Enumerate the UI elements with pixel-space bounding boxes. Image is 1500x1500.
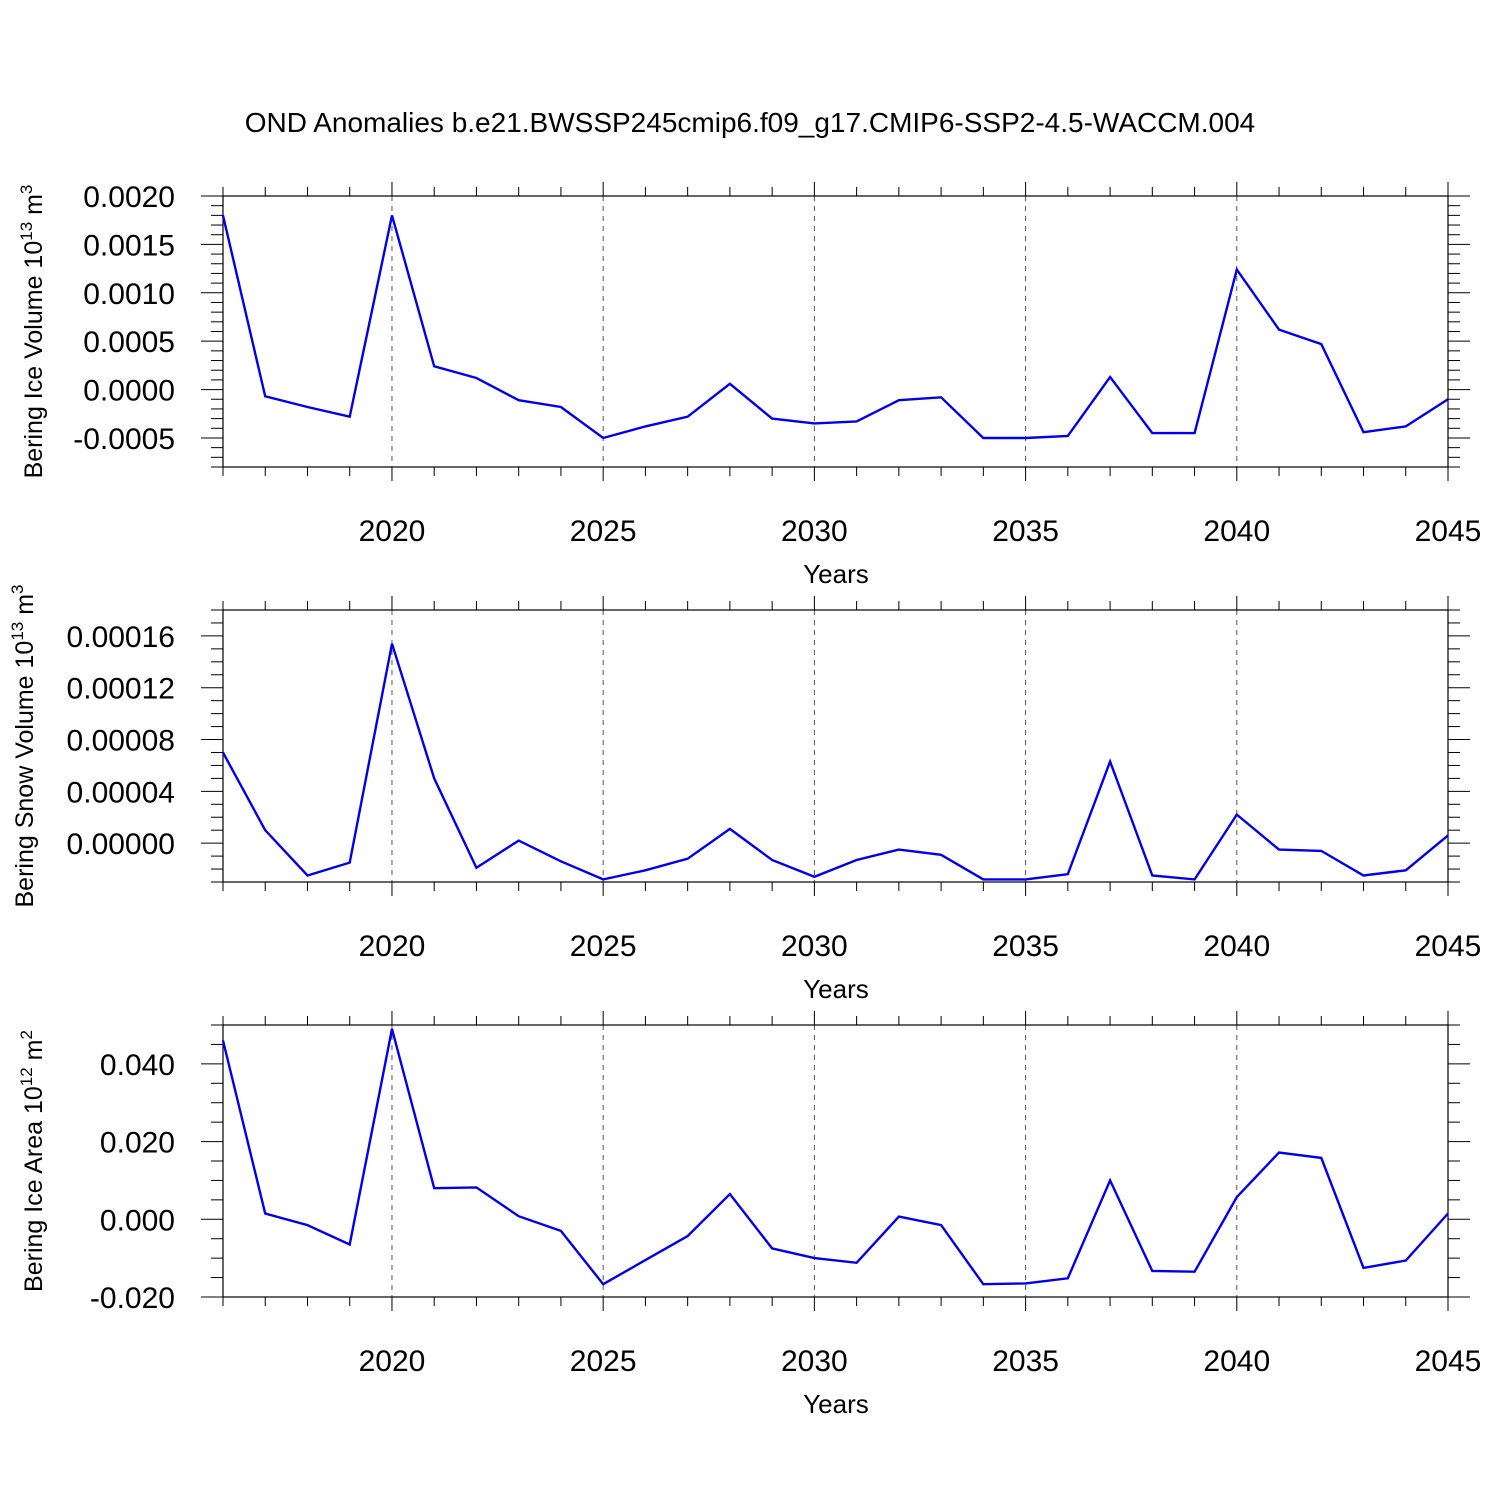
x-tick-label: 2045 (1415, 930, 1482, 963)
x-tick-label: 2035 (992, 1345, 1059, 1378)
y-tick-label: 0.0005 (83, 326, 175, 359)
series-line (221, 1028, 1449, 1286)
x-tick-label: 2040 (1203, 930, 1270, 963)
y-tick-label: 0.020 (100, 1127, 175, 1160)
y-tick-label: 0.00012 (67, 673, 175, 706)
x-tick-label: 2030 (781, 515, 848, 548)
x-tick-label: 2020 (359, 515, 426, 548)
x-axis-label: Years (803, 559, 869, 589)
plot-frame (222, 609, 1449, 883)
x-axis-label: Years (803, 974, 869, 1004)
x-tick-label: 2030 (781, 1345, 848, 1378)
y-tick-label: 0.0020 (83, 181, 175, 214)
y-tick-label: 0.0010 (83, 278, 175, 311)
x-tick-label: 2040 (1203, 1345, 1270, 1378)
y-axis-label: Bering Snow Volume 1013 m3 (8, 584, 39, 907)
series-line (221, 215, 1449, 440)
y-tick-label: 0.00000 (67, 828, 175, 861)
y-tick-label: 0.00008 (67, 725, 175, 758)
chart-panel-1: -0.0005 0.0000 0.0005 0.0010 0.0015 0.0020 202… (17, 181, 1481, 589)
x-tick-label: 2025 (570, 515, 637, 548)
y-tick-label: 0.00016 (67, 621, 175, 654)
y-axis-label: Bering Ice Volume 1013 m3 (17, 185, 48, 479)
x-tick-label: 2025 (570, 1345, 637, 1378)
x-tick-label: 2020 (359, 930, 426, 963)
x-tick-label: 2045 (1415, 515, 1482, 548)
x-axis-label: Years (803, 1389, 869, 1419)
y-axis-label: Bering Ice Area 1012 m2 (17, 1030, 48, 1292)
x-tick-label: 2045 (1415, 1345, 1482, 1378)
chart-panel-3: -0.020 0.000 0.020 0.040 2020 2025 2030 2035 204… (17, 1011, 1481, 1419)
y-tick-label: 0.0000 (83, 375, 175, 408)
x-tick-label: 2035 (992, 515, 1059, 548)
y-tick-label: 0.040 (100, 1049, 175, 1082)
y-tick-label: 0.00004 (67, 776, 175, 809)
plot-frame (222, 195, 1449, 468)
x-tick-label: 2035 (992, 930, 1059, 963)
series-line (221, 643, 1449, 881)
chart-panel-2: 0.00000 0.00004 0.00008 0.00012 0.00016 2020 2… (8, 584, 1481, 1004)
x-tick-label: 2020 (359, 1345, 426, 1378)
plot-frame (222, 1024, 1449, 1298)
y-tick-label: 0.000 (100, 1204, 175, 1237)
y-tick-label: -0.020 (90, 1282, 175, 1315)
x-tick-label: 2025 (570, 930, 637, 963)
x-tick-label: 2030 (781, 930, 848, 963)
y-tick-label: 0.0015 (83, 229, 175, 262)
y-tick-label: -0.0005 (73, 423, 175, 456)
x-tick-label: 2040 (1203, 515, 1270, 548)
chart-title: OND Anomalies b.e21.BWSSP245cmip6.f09_g1… (245, 107, 1256, 138)
